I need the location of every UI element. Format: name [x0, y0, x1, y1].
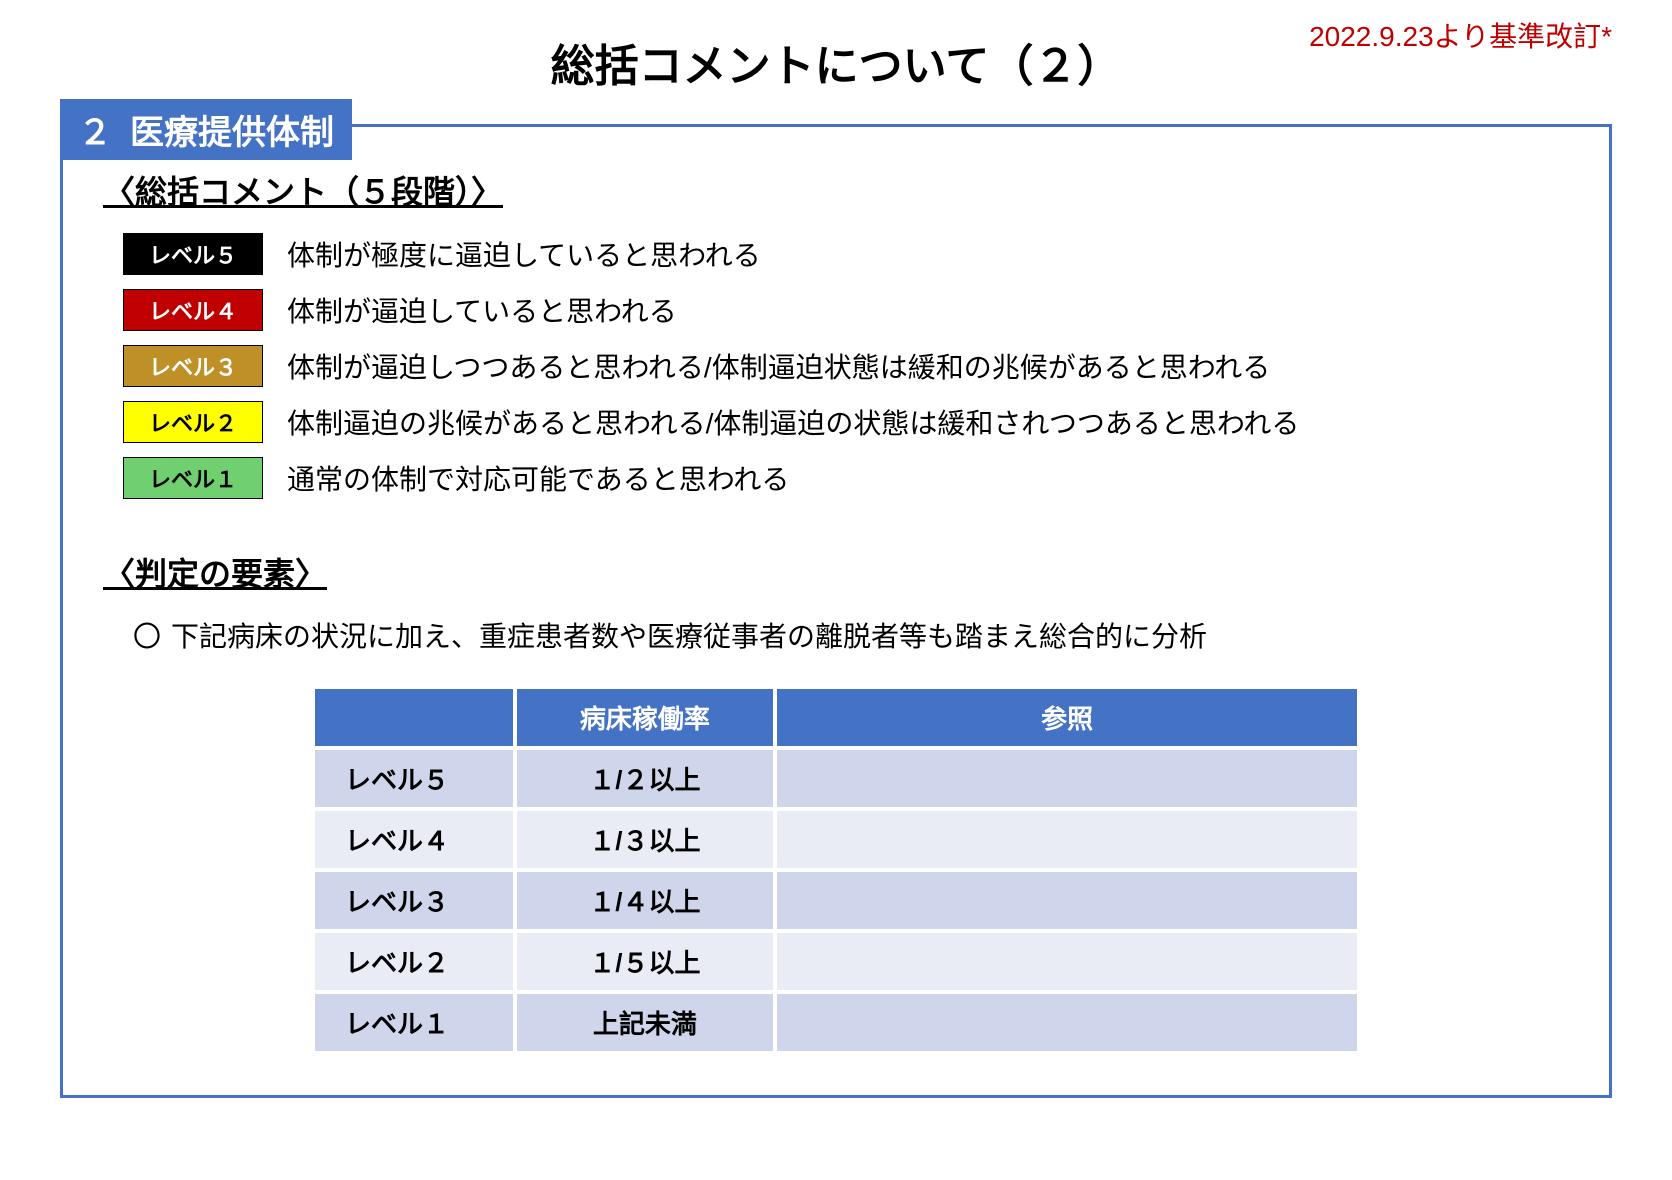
criteria-note: 〇下記病床の状況に加え、重症患者数や医療従事者の離脱者等も踏まえ総合的に分析 [133, 615, 1569, 655]
table-header-cell: 参照 [777, 689, 1357, 746]
criteria-table: 病床稼働率参照レベル５１/２以上レベル４１/３以上レベル３１/４以上レベル２１/… [311, 685, 1361, 1055]
levels-heading: 〈総括コメント（５段階）〉 [103, 167, 1569, 213]
table-cell: １/４以上 [517, 872, 774, 929]
level-badge: レベル５ [123, 233, 263, 275]
table-cell: レベル５ [315, 750, 513, 807]
main-box: ２医療提供体制 〈総括コメント（５段階）〉 レベル５体制が極度に逼迫していると思… [60, 124, 1612, 1098]
table-cell [777, 811, 1357, 868]
level-badge: レベル３ [123, 345, 263, 387]
table-header-cell [315, 689, 513, 746]
level-badge: レベル２ [123, 401, 263, 443]
table-cell: レベル１ [315, 994, 513, 1051]
level-description: 体制が極度に逼迫していると思われる [287, 234, 761, 274]
level-row: レベル５ 体制が極度に逼迫していると思われる [123, 233, 1569, 275]
table-row: レベル４１/３以上 [315, 811, 1357, 868]
level-badge: レベル１ [123, 457, 263, 499]
criteria-note-text: 下記病床の状況に加え、重症患者数や医療従事者の離脱者等も踏まえ総合的に分析 [171, 621, 1207, 652]
table-row: レベル１上記未満 [315, 994, 1357, 1051]
section-number: ２ [78, 114, 112, 152]
table-cell [777, 750, 1357, 807]
table-cell: レベル２ [315, 933, 513, 990]
table-row: レベル２１/５以上 [315, 933, 1357, 990]
level-description: 体制が逼迫していると思われる [287, 290, 677, 330]
level-row: レベル２ 体制逼迫の兆候があると思われる/体制逼迫の状態は緩和されつつあると思われ… [123, 401, 1569, 443]
table-cell: １/３以上 [517, 811, 774, 868]
levels-list: レベル５体制が極度に逼迫していると思われるレベル４体制が逼迫していると思われるレ… [123, 233, 1569, 499]
table-row: レベル３１/４以上 [315, 872, 1357, 929]
section-title: 医療提供体制 [130, 114, 334, 152]
table-cell [777, 994, 1357, 1051]
level-description: 体制が逼迫しつつあると思われる/体制逼迫状態は緩和の兆候があると思われる [287, 346, 1270, 386]
table-cell: レベル３ [315, 872, 513, 929]
section-tab: ２ 医療提供体制 [60, 99, 352, 160]
slide: 総括コメントについて（２） 2022.9.23より基準改訂* ２医療提供体制 〈… [0, 0, 1672, 1180]
table-cell [777, 872, 1357, 929]
table-cell: １/５以上 [517, 933, 774, 990]
table-cell: レベル４ [315, 811, 513, 868]
table-row: レベル５１/２以上 [315, 750, 1357, 807]
level-badge: レベル４ [123, 289, 263, 331]
revision-note: 2022.9.23より基準改訂* [1309, 15, 1612, 55]
header: 総括コメントについて（２） 2022.9.23より基準改訂* [60, 30, 1612, 94]
table-cell: １/２以上 [517, 750, 774, 807]
table-cell [777, 933, 1357, 990]
table-wrap: 病床稼働率参照レベル５１/２以上レベル４１/３以上レベル３１/４以上レベル２１/… [103, 685, 1569, 1055]
level-row: レベル４ 体制が逼迫していると思われる [123, 289, 1569, 331]
table-cell: 上記未満 [517, 994, 774, 1051]
level-row: レベル１ 通常の体制で対応可能であると思われる [123, 457, 1569, 499]
level-description: 体制逼迫の兆候があると思われる/体制逼迫の状態は緩和されつつあると思われる [287, 402, 1299, 442]
level-description: 通常の体制で対応可能であると思われる [287, 458, 789, 498]
level-row: レベル３ 体制が逼迫しつつあると思われる/体制逼迫状態は緩和の兆候があると思われる [123, 345, 1569, 387]
criteria-heading: 〈判定の要素〉 [103, 549, 1569, 595]
table-header-cell: 病床稼働率 [517, 689, 774, 746]
bullet-circle: 〇 [133, 621, 161, 652]
content: 〈総括コメント（５段階）〉 レベル５体制が極度に逼迫していると思われるレベル４体… [63, 127, 1609, 1055]
page-title: 総括コメントについて（２） [551, 30, 1122, 94]
